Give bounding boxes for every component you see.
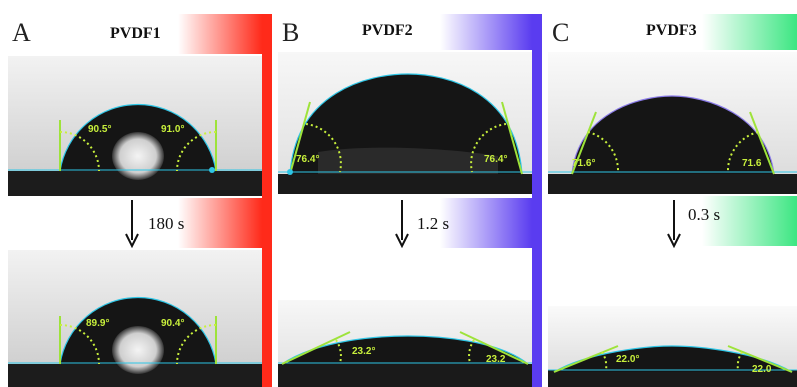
color-gradient-bar xyxy=(702,196,797,246)
sample-title: PVDF1 xyxy=(110,25,161,42)
angle-right: 71.6 xyxy=(742,158,762,169)
panel-a: A PVDF1 90.5° 91.0° xyxy=(0,0,272,387)
panel-b: B PVDF2 76.4° 76.4° 1 xyxy=(272,0,542,387)
color-gradient-bar xyxy=(702,14,797,50)
droplet-photo-before: 71.6° 71.6 xyxy=(548,52,797,194)
droplet-photo-after: 23.2° 23.2 xyxy=(278,300,532,387)
angle-left: 22.0° xyxy=(616,354,639,365)
color-gradient-bar xyxy=(440,198,532,248)
angle-left: 76.4° xyxy=(296,154,319,165)
panel-label: B xyxy=(282,18,300,47)
color-side-bar xyxy=(532,14,542,387)
down-arrow-icon xyxy=(395,200,409,248)
angle-left: 89.9° xyxy=(86,318,109,329)
color-gradient-bar xyxy=(440,14,532,50)
sample-title: PVDF3 xyxy=(646,22,697,39)
panel-label: C xyxy=(552,18,570,47)
droplet-photo-before: 90.5° 91.0° xyxy=(8,56,262,196)
panel-label: A xyxy=(12,18,31,47)
angle-left: 71.6° xyxy=(572,158,595,169)
down-arrow-icon xyxy=(667,200,681,248)
droplet-photo-after: 22.0° 22.0 xyxy=(548,306,797,387)
angle-left: 90.5° xyxy=(88,124,111,135)
angle-right: 23.2 xyxy=(486,354,506,365)
elapsed-time: 0.3 s xyxy=(688,205,721,224)
sample-title: PVDF2 xyxy=(362,22,413,39)
droplet-photo-after: 89.9° 90.4° xyxy=(8,250,262,387)
angle-right: 91.0° xyxy=(161,124,184,135)
angle-left: 23.2° xyxy=(352,346,375,357)
angle-right: 22.0 xyxy=(752,364,772,375)
down-arrow-icon xyxy=(125,200,139,248)
droplet-photo-before: 76.4° 76.4° xyxy=(278,52,532,194)
angle-right: 76.4° xyxy=(484,154,507,165)
elapsed-time: 180 s xyxy=(148,214,185,233)
elapsed-time: 1.2 s xyxy=(417,214,450,233)
color-gradient-bar xyxy=(178,198,262,248)
angle-right: 90.4° xyxy=(161,318,184,329)
color-side-bar xyxy=(262,14,272,387)
color-gradient-bar xyxy=(178,14,262,54)
panel-c: C PVDF3 71.6° 71.6 0.3 s xyxy=(542,0,797,387)
